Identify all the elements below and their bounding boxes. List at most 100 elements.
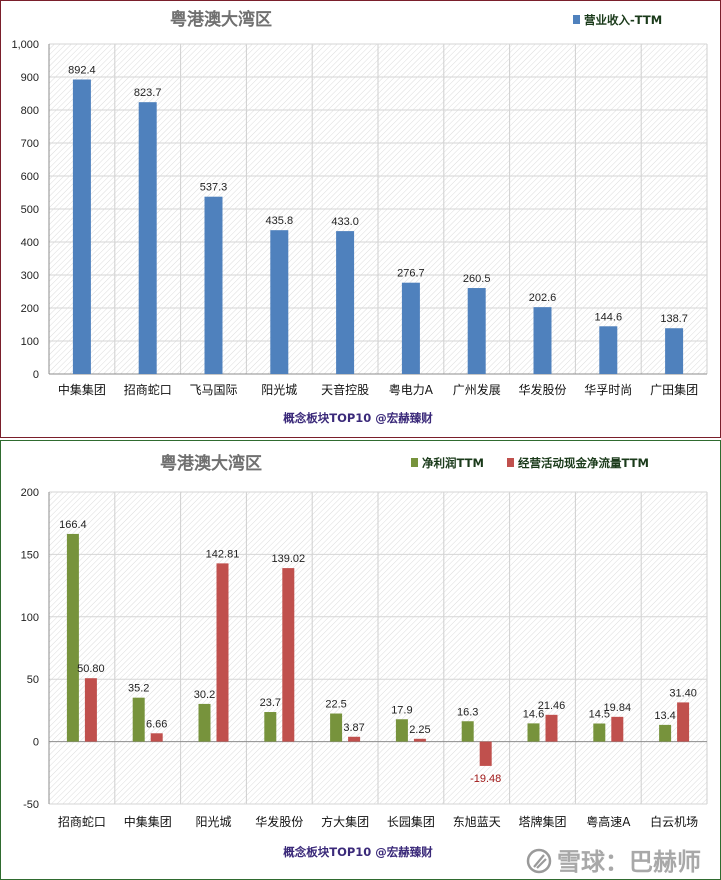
y-tick-label: 700 xyxy=(21,138,39,150)
x-tick-label: 招商蛇口 xyxy=(58,814,106,829)
data-label: 138.7 xyxy=(660,313,688,325)
data-label: 16.3 xyxy=(457,706,478,718)
bar xyxy=(413,738,426,742)
data-label: 17.9 xyxy=(391,704,412,716)
bar xyxy=(66,533,79,742)
data-label: 23.7 xyxy=(260,697,281,709)
bar xyxy=(659,724,672,742)
snowball-logo-icon xyxy=(526,848,552,874)
y-tick-label: 200 xyxy=(21,487,39,499)
x-tick-label: 广州发展 xyxy=(453,382,501,397)
x-tick-label: 中集集团 xyxy=(58,382,106,397)
data-label: 537.3 xyxy=(200,182,228,194)
bar xyxy=(270,230,289,374)
bar xyxy=(593,723,606,742)
y-tick-label: 900 xyxy=(21,72,39,84)
x-tick-label: 塔牌集团 xyxy=(518,814,566,829)
data-label: 260.5 xyxy=(463,273,491,285)
profit-cashflow-chart: -50 0 50 100 150 200 粤港澳大湾区 净利润TTM 经营活动现金净流量TTM 1… xyxy=(21,453,708,876)
data-label: 50.80 xyxy=(77,663,105,675)
data-label: -19.48 xyxy=(470,773,501,785)
watermark-text: 雪球：巴赫师 xyxy=(557,848,701,876)
bar xyxy=(138,102,157,374)
data-label: 142.81 xyxy=(206,548,240,560)
x-tick-label: 白云机场 xyxy=(650,814,698,829)
x-tick-label: 华发股份 xyxy=(518,382,566,397)
legend-swatch xyxy=(573,15,580,24)
data-label: 3.87 xyxy=(343,722,364,734)
data-label: 139.02 xyxy=(271,553,305,565)
data-label: 892.4 xyxy=(68,65,96,77)
bar xyxy=(611,716,624,742)
x-tick-label: 粤高速A xyxy=(586,814,631,829)
x-tick-label: 飞马国际 xyxy=(189,383,237,397)
bar xyxy=(198,703,211,742)
chart-title: 粤港澳大湾区 xyxy=(170,9,272,30)
bar xyxy=(132,697,145,742)
y-tick-label: 150 xyxy=(21,549,39,561)
y-tick-label: 600 xyxy=(21,171,39,183)
y-tick-label: -50 xyxy=(23,799,39,811)
y-tick-label: 500 xyxy=(21,204,39,216)
bar xyxy=(216,563,229,742)
y-tick-label: 100 xyxy=(21,336,39,348)
x-tick-label: 粤电力A xyxy=(389,382,434,397)
data-label: 6.66 xyxy=(146,718,167,730)
bar xyxy=(336,231,355,374)
legend-label: 经营活动现金净流量TTM xyxy=(518,456,649,470)
x-tick-label: 招商蛇口 xyxy=(124,382,172,397)
bar xyxy=(401,282,420,374)
data-label: 21.46 xyxy=(538,700,566,712)
bar xyxy=(533,307,552,374)
data-label: 144.6 xyxy=(595,311,623,323)
bar xyxy=(677,702,690,742)
legend-swatch xyxy=(411,458,418,467)
data-label: 823.7 xyxy=(134,87,162,99)
bar xyxy=(461,721,474,742)
bar xyxy=(150,733,163,742)
chart-title: 粤港澳大湾区 xyxy=(160,453,262,474)
bar xyxy=(599,326,618,374)
chart-footer: 概念板块TOP10 @宏赫臻财 xyxy=(283,845,433,859)
bar xyxy=(467,288,486,374)
bar xyxy=(395,719,408,742)
data-label: 2.25 xyxy=(409,724,430,736)
x-tick-label: 广田集团 xyxy=(650,382,698,397)
y-tick-label: 1,000 xyxy=(11,39,39,51)
y-tick-label: 0 xyxy=(33,737,39,749)
x-tick-label: 长园集团 xyxy=(387,814,435,829)
chart-footer: 概念板块TOP10 @宏赫臻财 xyxy=(283,411,433,425)
bar xyxy=(330,713,343,742)
y-tick-label: 100 xyxy=(21,612,39,624)
bar xyxy=(204,196,223,374)
bar xyxy=(72,79,91,375)
x-tick-label: 阳光城 xyxy=(195,815,231,829)
x-tick-label: 华孚时尚 xyxy=(584,383,632,397)
data-label: 30.2 xyxy=(194,689,215,701)
data-label: 19.84 xyxy=(604,702,632,714)
bar xyxy=(264,712,277,742)
bar xyxy=(348,736,361,742)
data-label: 433.0 xyxy=(331,216,359,228)
x-tick-label: 华发股份 xyxy=(255,814,303,829)
y-tick-label: 200 xyxy=(21,303,39,315)
y-tick-label: 300 xyxy=(21,270,39,282)
bar xyxy=(282,568,295,742)
data-label: 35.2 xyxy=(128,683,149,695)
legend-label: 营业收入-TTM xyxy=(584,13,662,27)
y-tick-label: 50 xyxy=(27,674,39,686)
bar xyxy=(527,723,540,742)
x-tick-label: 中集集团 xyxy=(124,814,172,829)
data-label: 13.4 xyxy=(654,710,675,722)
x-tick-label: 天音控股 xyxy=(321,382,369,397)
y-tick-label: 800 xyxy=(21,105,39,117)
bar xyxy=(84,678,97,742)
bar xyxy=(665,328,684,374)
bar xyxy=(479,741,492,766)
x-tick-label: 方大集团 xyxy=(321,814,369,829)
data-label: 22.5 xyxy=(325,699,346,711)
data-label: 14.6 xyxy=(523,708,544,720)
y-tick-label: 0 xyxy=(33,369,39,381)
x-tick-label: 阳光城 xyxy=(261,383,297,397)
legend-label: 净利润TTM xyxy=(422,456,484,470)
